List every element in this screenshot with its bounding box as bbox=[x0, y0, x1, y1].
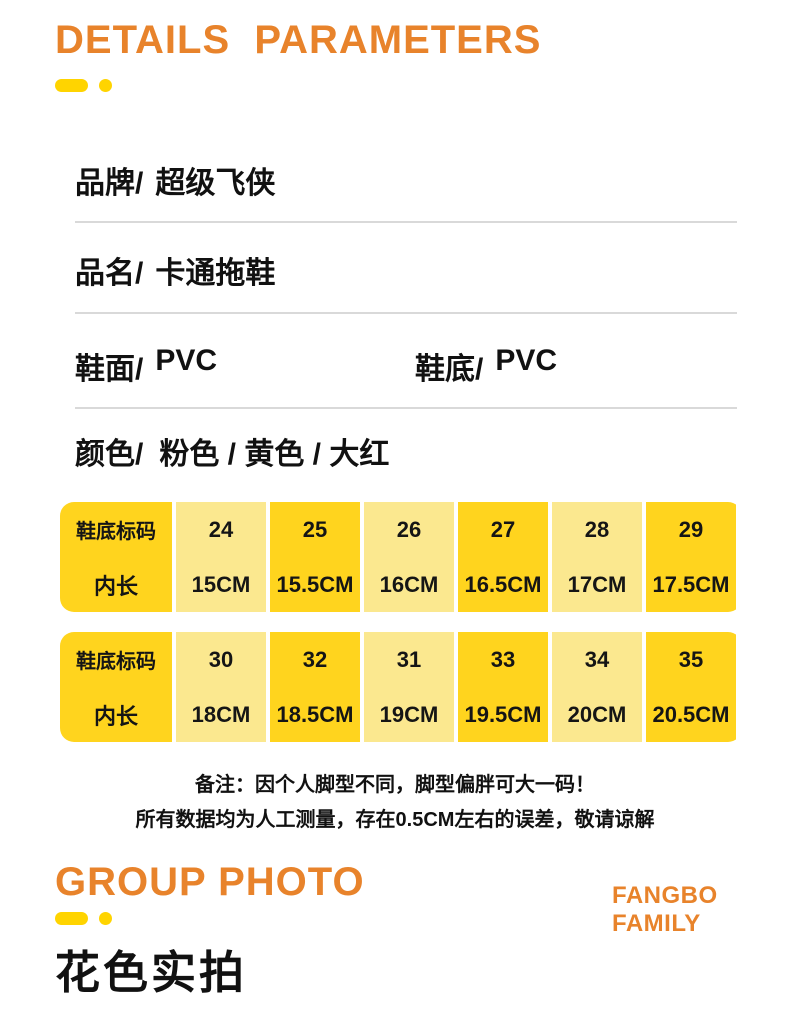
yellow-dot-icon bbox=[99, 79, 112, 92]
size-column: 24 15CM bbox=[176, 502, 266, 612]
yellow-dot-icon bbox=[99, 912, 112, 925]
size-table-small: 鞋底标码 内长 24 15CM 25 15.5CM 26 16CM 27 16.… bbox=[60, 502, 742, 612]
length-value: 19CM bbox=[379, 701, 439, 727]
spec-row-brand: 品牌/ 超级飞侠 bbox=[75, 158, 275, 202]
length-value: 16.5CM bbox=[464, 571, 542, 597]
length-value: 18.5CM bbox=[276, 701, 354, 727]
spec-row-sole-material: 鞋底/ PVC bbox=[415, 344, 557, 388]
note-line-2: 所有数据均为人工测量，存在0.5CM左右的误差，敬请谅解 bbox=[135, 809, 655, 831]
length-value: 15.5CM bbox=[276, 571, 354, 597]
length-value: 17CM bbox=[567, 571, 627, 597]
size-column: 26 16CM bbox=[364, 502, 454, 612]
size-column: 27 16.5CM bbox=[458, 502, 548, 612]
length-value: 20CM bbox=[567, 701, 627, 727]
group-photo-title: GROUP PHOTO bbox=[55, 860, 365, 904]
fangbo-family-logo: FANGBO FAMILY bbox=[612, 882, 718, 938]
size-value: 26 bbox=[396, 516, 422, 542]
size-column: 31 19CM bbox=[364, 632, 454, 742]
size-column: 33 19.5CM bbox=[458, 632, 548, 742]
size-value: 35 bbox=[678, 646, 704, 672]
size-value: 25 bbox=[302, 516, 328, 542]
logo-line-1: FANGBO bbox=[612, 882, 718, 909]
size-column: 25 15.5CM bbox=[270, 502, 360, 612]
size-value: 29 bbox=[678, 516, 704, 542]
spec-value: 超级飞侠 bbox=[155, 167, 276, 200]
spec-value: 卡通拖鞋 bbox=[155, 257, 276, 290]
size-value: 31 bbox=[396, 646, 422, 672]
yellow-dash-icon bbox=[55, 79, 88, 92]
length-value: 16CM bbox=[379, 571, 439, 597]
spec-value: PVC bbox=[155, 344, 218, 377]
length-value: 15CM bbox=[191, 571, 251, 597]
size-value: 34 bbox=[584, 646, 610, 672]
divider bbox=[75, 312, 737, 314]
size-value: 32 bbox=[302, 646, 328, 672]
measurement-note: 备注：因个人脚型不同，脚型偏胖可大一码！ 所有数据均为人工测量，存在0.5CM左… bbox=[0, 768, 790, 838]
spec-value: 粉色 / 黄色 / 大红 bbox=[159, 438, 390, 471]
size-table-label-column: 鞋底标码 内长 bbox=[60, 632, 172, 742]
spec-label: 鞋面/ bbox=[75, 353, 144, 386]
size-table-label-column: 鞋底标码 内长 bbox=[60, 502, 172, 612]
size-column: 32 18.5CM bbox=[270, 632, 360, 742]
spec-label: 鞋底/ bbox=[415, 353, 484, 386]
spec-value: PVC bbox=[495, 344, 558, 377]
size-column: 30 18CM bbox=[176, 632, 266, 742]
spec-row-color: 颜色/ 粉色 / 黄色 / 大红 bbox=[75, 429, 389, 473]
spec-label: 颜色/ bbox=[75, 438, 144, 471]
length-value: 19.5CM bbox=[464, 701, 542, 727]
size-value: 27 bbox=[490, 516, 516, 542]
spec-row-upper-material: 鞋面/ PVC bbox=[75, 344, 217, 388]
logo-line-2: FAMILY bbox=[612, 910, 701, 937]
spec-label: 品牌/ bbox=[75, 167, 144, 200]
size-column: 35 20.5CM bbox=[646, 632, 736, 742]
yellow-dash-icon bbox=[55, 912, 88, 925]
size-value: 28 bbox=[584, 516, 610, 542]
spec-row-product-name: 品名/ 卡通拖鞋 bbox=[75, 248, 275, 292]
length-row-label: 内长 bbox=[93, 573, 138, 599]
length-value: 17.5CM bbox=[652, 571, 730, 597]
title-underline-decoration bbox=[55, 79, 112, 92]
size-row-label: 鞋底标码 bbox=[76, 521, 156, 543]
size-value: 24 bbox=[208, 516, 234, 542]
size-column: 34 20CM bbox=[552, 632, 642, 742]
size-table-large: 鞋底标码 内长 30 18CM 32 18.5CM 31 19CM 33 19.… bbox=[60, 632, 742, 742]
size-column: 29 17.5CM bbox=[646, 502, 736, 612]
group-photo-subtitle-cn: 花色实拍 bbox=[55, 947, 248, 998]
size-column: 28 17CM bbox=[552, 502, 642, 612]
divider bbox=[75, 221, 737, 223]
divider bbox=[75, 407, 737, 409]
length-value: 20.5CM bbox=[652, 701, 730, 727]
length-row-label: 内长 bbox=[93, 703, 138, 729]
details-parameters-title: DETAILS PARAMETERS bbox=[55, 18, 542, 62]
title-underline-decoration bbox=[55, 912, 112, 925]
spec-label: 品名/ bbox=[75, 257, 144, 290]
size-row-label: 鞋底标码 bbox=[76, 651, 156, 673]
note-line-1: 备注：因个人脚型不同，脚型偏胖可大一码！ bbox=[195, 774, 595, 796]
size-value: 33 bbox=[490, 646, 516, 672]
length-value: 18CM bbox=[191, 701, 251, 727]
size-value: 30 bbox=[208, 646, 234, 672]
